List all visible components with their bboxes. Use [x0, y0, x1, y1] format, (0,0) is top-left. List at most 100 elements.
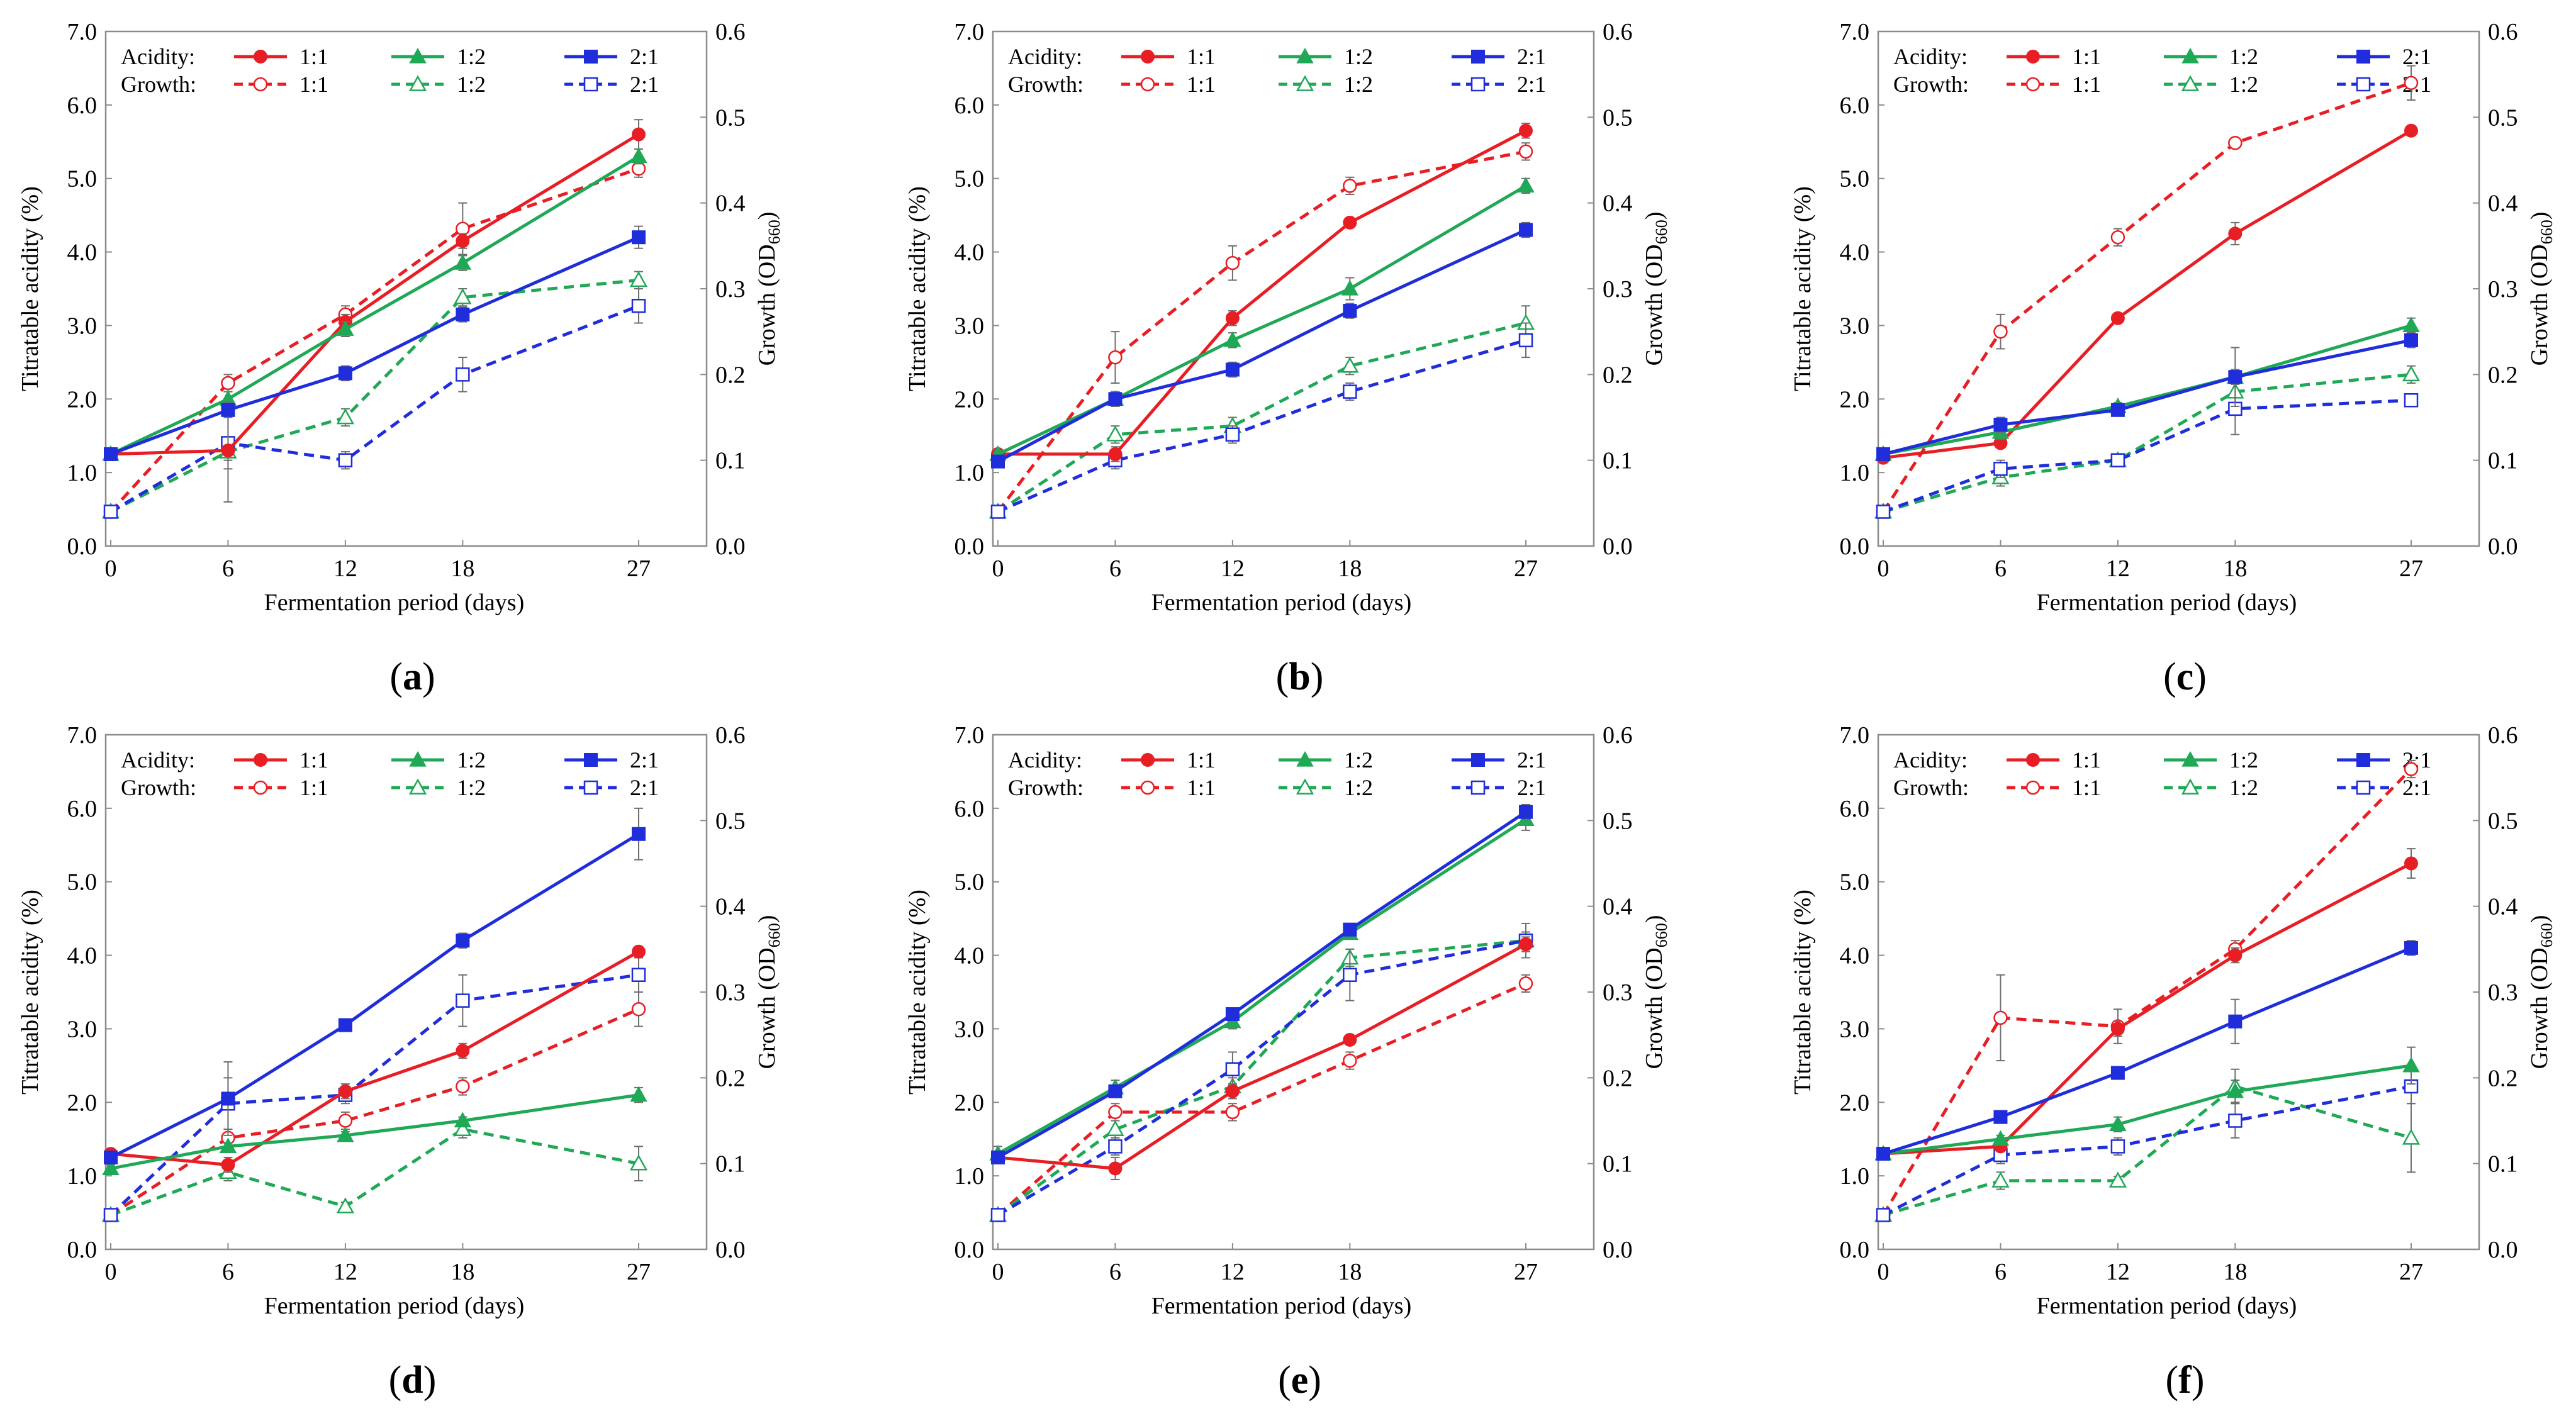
left-tick-label: 7.0: [67, 19, 98, 45]
data-point-acidity-1-2: [1991, 1130, 2010, 1146]
left-tick-label: 3.0: [955, 1016, 985, 1042]
data-point-growth-2-1: [1518, 333, 1533, 348]
data-point-acidity-1-2: [630, 1086, 647, 1102]
legend-marker-growth-1-1: [2025, 77, 2041, 92]
series-growth-2-1-e: [990, 931, 1533, 1222]
legend-acidity-label: Acidity:: [121, 747, 195, 773]
data-point-growth-2-1: [1343, 968, 1357, 982]
legend-marker-growth-2-1: [1470, 780, 1486, 795]
series-acidity-1-2-b: [989, 177, 1535, 461]
right-tick-label: 0.0: [2488, 1237, 2518, 1263]
panel-caption-f: (f): [2166, 1359, 2205, 1402]
series-growth-1-1-b: [990, 142, 1533, 519]
data-point-growth-2-1: [456, 993, 470, 1008]
data-point-growth-2-1: [1993, 462, 2008, 476]
y-right-axis-title: Growth (OD660): [754, 915, 783, 1069]
series-growth-1-2-a: [101, 271, 648, 519]
data-point-growth-1-1: [338, 1113, 353, 1128]
legend-d: Acidity:Growth: 1:11:1 1:21:2 2:12:1: [121, 747, 659, 800]
series-line-acidity-2-1: [1883, 946, 2412, 1156]
series-growth-1-2-d: [101, 1120, 648, 1222]
series-acidity-2-1-a: [104, 225, 646, 461]
x-tick-label: 18: [451, 1259, 474, 1285]
x-axis-title: Fermentation period (days): [264, 589, 525, 616]
data-point-acidity-2-1: [338, 1018, 352, 1032]
data-point-acidity-1-2: [454, 254, 472, 270]
data-point-growth-1-2: [1106, 1120, 1124, 1136]
legend-f: Acidity:Growth:1:11:11:21:22:12:1: [1893, 747, 2431, 800]
legend-marker-growth-1-2: [1296, 778, 1314, 795]
y-left-axis-title: Titratable acidity (%): [1789, 186, 1816, 391]
x-axis-title: Fermentation period (days): [2037, 589, 2297, 616]
series-acidity-2-1-e: [991, 804, 1533, 1164]
y-left-axis-title: Titratable acidity (%): [1789, 890, 1816, 1095]
data-point-growth-2-1: [456, 367, 470, 382]
series-line-growth-1-1: [997, 150, 1526, 513]
data-point-acidity-2-1: [2228, 1014, 2243, 1029]
series-line-growth-2-1: [1882, 1085, 2412, 1217]
panel-caption-e: (e): [1278, 1359, 1321, 1402]
data-point-growth-2-1: [2228, 1113, 2243, 1128]
data-point-growth-2-1: [1225, 427, 1240, 442]
series-acidity-1-1-b: [991, 123, 1533, 462]
legend-marker-acidity-1-1: [1141, 50, 1155, 64]
right-tick-label: 0.6: [2488, 19, 2518, 45]
right-tick-label: 0.3: [715, 979, 746, 1006]
left-tick-label: 1.0: [67, 1163, 98, 1190]
series-acidity-1-2-f: [1874, 1046, 2420, 1161]
legend-marker-growth-1-2: [408, 75, 427, 91]
legend-marker-growth-1-2: [1296, 75, 1314, 91]
legend-marker-growth-2-1: [2356, 77, 2371, 92]
data-point-acidity-2-1: [1343, 922, 1357, 937]
data-point-growth-1-2: [2402, 365, 2421, 382]
data-point-growth-2-1: [990, 505, 1005, 519]
legend-entry-growth-1-2: 1:2: [457, 775, 486, 800]
left-tick-label: 7.0: [955, 722, 985, 749]
legend-marker-acidity-2-1: [1471, 753, 1485, 767]
legend-entry-growth-1-2: 1:2: [1344, 775, 1373, 800]
data-point-acidity-2-1: [632, 827, 646, 841]
series-acidity-1-1-d: [104, 944, 646, 1173]
legend-marker-growth-1-2: [2181, 778, 2200, 795]
right-tick-label: 0.1: [715, 1151, 746, 1178]
x-tick-label: 6: [222, 555, 234, 582]
series-acidity-1-1-c: [1876, 123, 2418, 465]
data-point-growth-1-1: [1993, 1010, 2008, 1025]
series-line-growth-1-2: [997, 321, 1526, 513]
legend-entry-acidity-2-1: 2:1: [1517, 747, 1546, 773]
x-tick-label: 27: [2399, 555, 2423, 582]
series-acidity-1-2-a: [102, 147, 647, 461]
left-tick-label: 6.0: [1840, 796, 1870, 822]
legend-acidity-label: Acidity:: [1008, 747, 1082, 773]
data-point-growth-1-1: [1343, 179, 1357, 193]
series-line-acidity-1-2: [110, 1093, 639, 1170]
right-tick-label: 0.0: [1603, 1237, 1633, 1263]
series-acidity-2-1-b: [991, 221, 1533, 469]
data-point-growth-1-1: [1993, 324, 2008, 339]
legend-entry-growth-1-2: 1:2: [2229, 72, 2258, 97]
y-right-axis-title: Growth (OD660): [2526, 212, 2556, 366]
data-point-acidity-2-1: [991, 454, 1005, 469]
series-line-growth-2-1: [997, 338, 1526, 513]
right-tick-label: 0.6: [1603, 19, 1633, 45]
legend-a: Acidity: Growth: 1:1 1:1 1:2 1:2 2:1 2:1: [121, 44, 659, 97]
legend-acidity-label: Acidity:: [1893, 44, 1968, 69]
left-tick-label: 2.0: [67, 1090, 98, 1116]
data-point-acidity-2-1: [1993, 1110, 2008, 1124]
left-tick-label: 7.0: [67, 722, 98, 749]
left-tick-label: 3.0: [955, 313, 985, 339]
left-tick-label: 0.0: [1840, 533, 1870, 560]
right-tick-label: 0.6: [1603, 722, 1633, 749]
left-tick-label: 3.0: [1840, 1016, 1870, 1042]
x-tick-label: 6: [1995, 1259, 2007, 1285]
x-tick-label: 0: [105, 1259, 117, 1285]
x-axis-title: Fermentation period (days): [264, 1293, 525, 1319]
data-point-growth-2-1: [2404, 393, 2419, 408]
right-tick-label: 0.0: [715, 1237, 746, 1263]
data-point-growth-2-1: [1876, 1208, 1891, 1222]
right-tick-label: 0.1: [1603, 1151, 1633, 1178]
data-point-acidity-1-1: [338, 1084, 352, 1098]
data-point-growth-1-1: [456, 1079, 470, 1094]
data-point-acidity-1-2: [102, 1159, 120, 1176]
right-tick-label: 0.6: [715, 19, 746, 45]
